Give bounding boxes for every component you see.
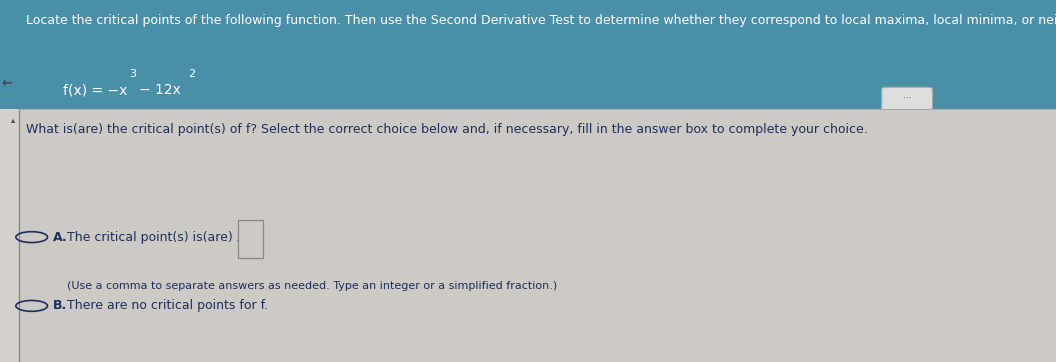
Text: f(x) = −x: f(x) = −x: [63, 84, 128, 97]
Text: − 12x: − 12x: [139, 84, 182, 97]
Text: ▴: ▴: [11, 115, 15, 124]
FancyBboxPatch shape: [882, 87, 932, 111]
Text: What is(are) the critical point(s) of f? Select the correct choice below and, if: What is(are) the critical point(s) of f?…: [26, 123, 868, 136]
FancyBboxPatch shape: [238, 220, 263, 258]
Text: There are no critical points for f.: There are no critical points for f.: [67, 299, 268, 312]
Text: 3: 3: [129, 69, 136, 79]
Text: A.: A.: [53, 231, 68, 244]
Text: ···: ···: [903, 94, 911, 103]
Text: B.: B.: [53, 299, 67, 312]
FancyBboxPatch shape: [19, 109, 1056, 362]
Text: ←: ←: [1, 77, 12, 90]
Text: Locate the critical points of the following function. Then use the Second Deriva: Locate the critical points of the follow…: [26, 14, 1056, 28]
FancyBboxPatch shape: [0, 0, 1056, 109]
Text: 2: 2: [188, 69, 195, 79]
Text: (Use a comma to separate answers as needed. Type an integer or a simplified frac: (Use a comma to separate answers as need…: [67, 281, 557, 291]
Text: The critical point(s) is(are) x =: The critical point(s) is(are) x =: [67, 231, 257, 244]
